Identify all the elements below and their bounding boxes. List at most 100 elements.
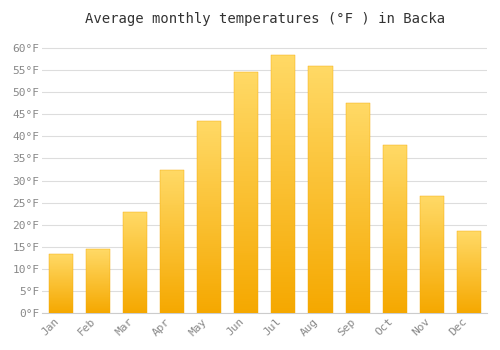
Bar: [234, 253, 258, 255]
Bar: [160, 269, 184, 270]
Bar: [197, 275, 222, 277]
Bar: [457, 255, 481, 256]
Bar: [308, 103, 332, 105]
Bar: [272, 135, 295, 137]
Bar: [272, 218, 295, 220]
Bar: [160, 227, 184, 229]
Bar: [86, 254, 110, 255]
Bar: [49, 290, 73, 291]
Bar: [272, 199, 295, 202]
Bar: [160, 312, 184, 313]
Bar: [420, 309, 444, 310]
Bar: [234, 171, 258, 174]
Bar: [382, 209, 407, 211]
Bar: [49, 310, 73, 311]
Bar: [382, 170, 407, 172]
Bar: [272, 114, 295, 117]
Bar: [123, 268, 147, 270]
Bar: [197, 256, 222, 258]
Bar: [197, 213, 222, 215]
Bar: [346, 152, 370, 154]
Bar: [308, 192, 332, 194]
Bar: [308, 199, 332, 202]
Bar: [420, 198, 444, 200]
Bar: [86, 250, 110, 251]
Bar: [234, 277, 258, 280]
Bar: [234, 231, 258, 234]
Bar: [197, 136, 222, 138]
Bar: [234, 125, 258, 128]
Bar: [197, 186, 222, 188]
Bar: [49, 278, 73, 279]
Bar: [197, 238, 222, 240]
Bar: [308, 73, 332, 76]
Bar: [234, 258, 258, 260]
Bar: [49, 263, 73, 264]
Bar: [382, 221, 407, 223]
Bar: [123, 221, 147, 222]
Bar: [457, 235, 481, 236]
Bar: [457, 238, 481, 239]
Bar: [382, 307, 407, 308]
Bar: [234, 164, 258, 166]
Bar: [308, 71, 332, 73]
Bar: [49, 305, 73, 306]
Bar: [160, 309, 184, 310]
Bar: [49, 307, 73, 308]
Bar: [197, 240, 222, 242]
Bar: [272, 287, 295, 290]
Bar: [308, 229, 332, 232]
Bar: [308, 189, 332, 192]
Bar: [346, 124, 370, 126]
Bar: [49, 300, 73, 301]
Bar: [420, 231, 444, 232]
Bar: [272, 98, 295, 101]
Bar: [420, 209, 444, 210]
Bar: [123, 243, 147, 244]
Bar: [272, 303, 295, 306]
Bar: [86, 294, 110, 295]
Bar: [308, 286, 332, 288]
Bar: [234, 304, 258, 306]
Bar: [457, 264, 481, 265]
Bar: [197, 277, 222, 279]
Bar: [86, 253, 110, 254]
Bar: [457, 294, 481, 295]
Bar: [272, 142, 295, 145]
Bar: [457, 247, 481, 248]
Bar: [308, 301, 332, 303]
Bar: [457, 281, 481, 282]
Bar: [160, 282, 184, 283]
Bar: [160, 224, 184, 226]
Bar: [86, 301, 110, 302]
Bar: [382, 280, 407, 281]
Bar: [123, 222, 147, 223]
Bar: [457, 252, 481, 253]
Bar: [49, 256, 73, 257]
Bar: [272, 96, 295, 98]
Bar: [123, 312, 147, 313]
Bar: [160, 186, 184, 187]
Bar: [272, 189, 295, 192]
Bar: [160, 260, 184, 261]
Bar: [197, 250, 222, 252]
Bar: [420, 290, 444, 291]
Bar: [234, 174, 258, 176]
Bar: [382, 302, 407, 303]
Bar: [123, 291, 147, 292]
Bar: [308, 68, 332, 71]
Bar: [346, 294, 370, 296]
Bar: [420, 245, 444, 246]
Bar: [382, 201, 407, 202]
Bar: [382, 248, 407, 250]
Bar: [197, 173, 222, 175]
Bar: [197, 188, 222, 190]
Bar: [308, 279, 332, 281]
Bar: [457, 260, 481, 261]
Bar: [160, 266, 184, 267]
Bar: [346, 236, 370, 238]
Bar: [234, 128, 258, 130]
Bar: [234, 113, 258, 116]
Bar: [457, 310, 481, 311]
Bar: [123, 270, 147, 271]
